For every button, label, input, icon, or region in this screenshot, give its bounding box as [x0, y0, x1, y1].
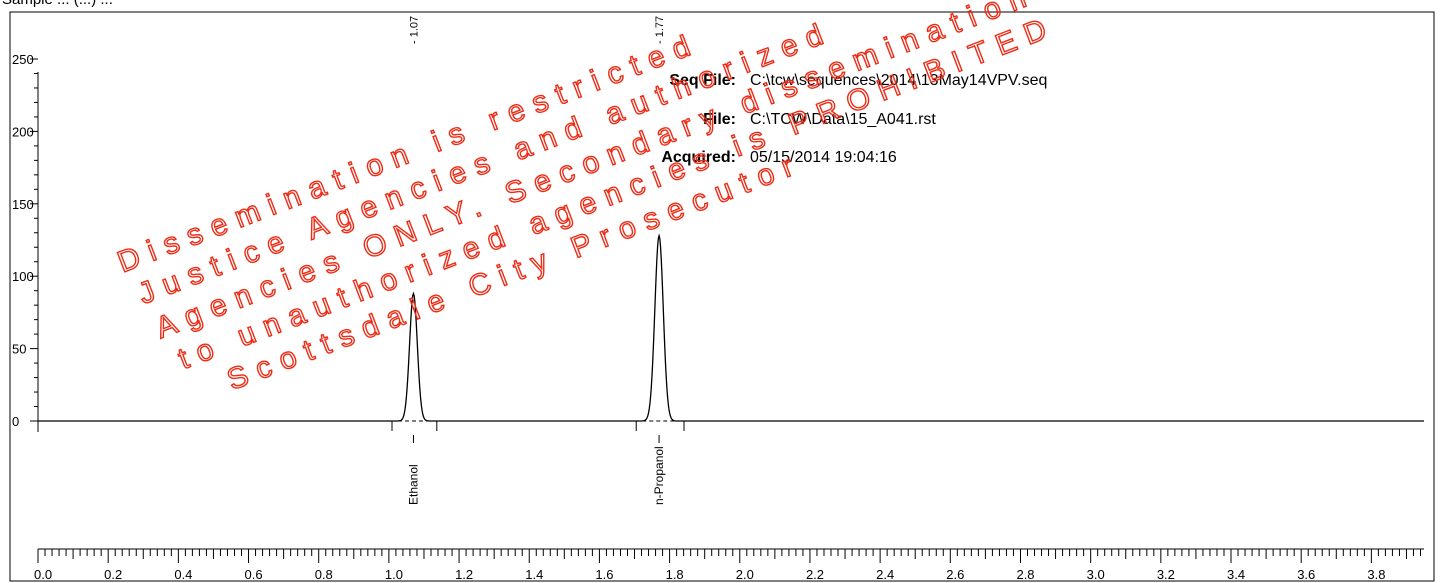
x-tick-label: 2.4: [876, 567, 894, 582]
peak-annotations: Ethanol - 1.07 n-Propanol - 1.77: [391, 16, 685, 505]
x-tick-label: 1.6: [595, 567, 613, 582]
y-tick-label: 250: [12, 52, 34, 67]
x-axis: 0.0 0.2 0.4 0.6 0.8 1.0 1.2 1.4 1.6 1.8 2.0 2.2 2.4 2…: [34, 548, 1424, 582]
peak-retention-label: - 1.07: [408, 16, 420, 44]
info-block: Seq File: C:\tcw\sequences\2014\13May14V…: [661, 72, 1047, 166]
x-tick-label: 2.6: [946, 567, 964, 582]
x-tick-label: 0.8: [315, 567, 333, 582]
x-tick-label: 2.8: [1016, 567, 1034, 582]
peak-retention-label: - 1.77: [654, 16, 666, 44]
chromatogram-line: [38, 233, 1424, 422]
x-tick-label: 0.0: [34, 567, 52, 582]
x-tick-label: 0.6: [245, 567, 263, 582]
seq-file-label: Seq File:: [669, 72, 736, 89]
y-axis: 0 50 100 150 200 250: [12, 52, 39, 432]
x-tick-label: 2.2: [806, 567, 824, 582]
x-tick-label: 2.0: [736, 567, 754, 582]
header-partial-title: Sample ... (...) ...: [2, 0, 113, 8]
x-tick-label: 1.8: [666, 567, 684, 582]
acquired-value: 05/15/2014 19:04:16: [750, 149, 897, 166]
y-tick-label: 0: [12, 414, 19, 429]
x-tick-label: 1.0: [385, 567, 403, 582]
acquired-label: Acquired:: [661, 149, 736, 166]
seq-file-value: C:\tcw\sequences\2014\13May14VPV.seq: [750, 72, 1047, 89]
peak-name-label: Ethanol: [406, 464, 420, 505]
x-tick-label: 3.6: [1297, 567, 1315, 582]
x-tick-label: 1.2: [455, 567, 473, 582]
watermark: Dissemination is restricted Justice Agen…: [113, 0, 1062, 398]
chromatogram-trace: [38, 233, 1424, 422]
x-tick-label: 3.8: [1367, 567, 1385, 582]
x-tick-label: 0.4: [174, 567, 192, 582]
x-tick-label: 1.4: [525, 567, 543, 582]
peak-name-label: n-Propanol: [652, 446, 666, 505]
y-tick-label: 200: [12, 124, 34, 139]
y-tick-label: 150: [12, 197, 34, 212]
file-label: File:: [703, 111, 736, 128]
file-value: C:\TCW\Data\15_A041.rst: [750, 111, 936, 128]
watermark-line-3: Agencies ONLY. Secondary dissemination: [151, 0, 1040, 345]
y-tick-label: 100: [12, 269, 34, 284]
x-tick-label: 3.2: [1157, 567, 1175, 582]
x-tick-label: 3.0: [1087, 567, 1105, 582]
y-tick-label: 50: [12, 342, 26, 357]
plot-frame: [9, 11, 1435, 582]
x-tick-label: 3.4: [1227, 567, 1245, 582]
x-tick-label: 0.2: [104, 567, 122, 582]
